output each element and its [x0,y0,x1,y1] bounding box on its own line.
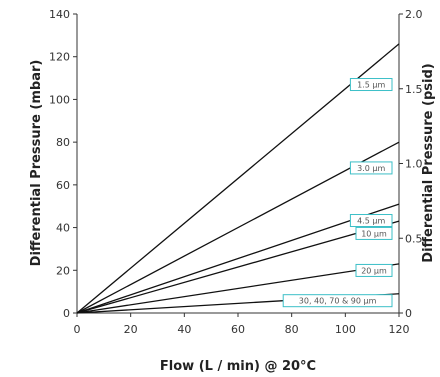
series-label-box [355,226,393,240]
series-label-box [349,214,393,228]
series-line [76,203,400,314]
y-tick-label: 80 [56,136,70,149]
series-label: 10 µm [361,229,387,238]
axes: 0 20 40 60 80 100 120 0 20 40 60 80 100 120 140 0 0.5 1.0… [49,8,423,336]
y-tick-label: 60 [56,179,70,192]
series-labels: 1.5 µm 3.0 µm 4.5 µm 10 µm 20 µm 30, 40, 70 &… [282,78,393,308]
series-label-box [349,161,393,175]
x-tick-label: 120 [389,323,410,336]
x-tick-label: 40 [177,323,191,336]
y2-tick-label: 0.5 [405,232,423,245]
y-tick-label: 0 [63,307,70,320]
x-axis-title: Flow (L / min) @ 20°C [160,359,316,374]
y2-tick-label: 0 [405,307,412,320]
series-label: 30, 40, 70 & 90 µm [299,297,377,306]
series-line [76,43,400,314]
series-label: 1.5 µm [357,81,385,90]
series-line [76,220,400,314]
x-tick-label: 100 [335,323,356,336]
x-tick-label: 0 [74,323,81,336]
x-tick-label: 60 [231,323,245,336]
series-label: 20 µm [361,266,387,275]
series-label: 4.5 µm [357,217,385,226]
series-label-box [355,263,393,277]
y-tick-label: 100 [49,93,70,106]
y2-axis-title: Differential Pressure (psid) [421,63,436,262]
y2-tick-label: 1.0 [405,158,423,171]
series-label-box [349,78,393,92]
series-label: 3.0 µm [357,164,385,173]
y-tick-label: 120 [49,51,70,64]
y-tick-label: 140 [49,8,70,21]
y2-tick-label: 2.0 [405,8,423,21]
y-tick-label: 40 [56,222,70,235]
y-tick-label: 20 [56,264,70,277]
y2-tick-label: 1.5 [405,83,423,96]
x-tick-label: 80 [285,323,299,336]
series-line [76,141,400,314]
y-axis-title: Differential Pressure (mbar) [29,60,44,267]
x-tick-label: 20 [124,323,138,336]
series-line [76,263,400,314]
series-label-box [282,294,393,308]
